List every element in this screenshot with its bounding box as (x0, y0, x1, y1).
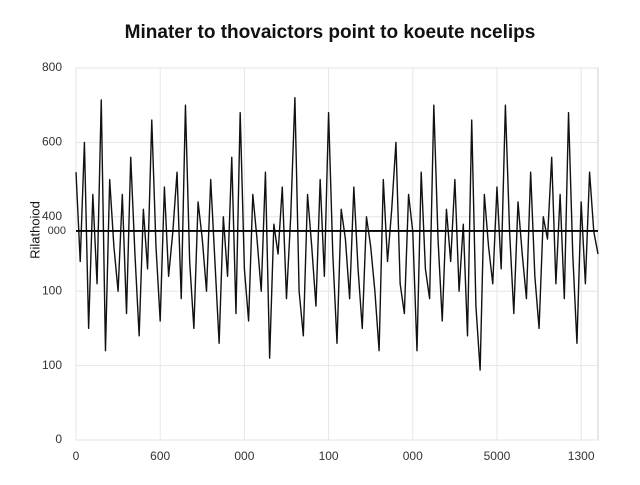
y-tick-label: 800 (42, 60, 62, 74)
x-tick-label: 100 (319, 449, 339, 463)
x-tick-label: 1300 (568, 449, 595, 463)
x-tick-label: 5000 (484, 449, 511, 463)
y-tick-label: 600 (42, 135, 62, 149)
x-tick-label: 600 (150, 449, 170, 463)
chart-title: Minater to thovaictors point to koeute n… (125, 22, 536, 43)
x-tick-label: 000 (234, 449, 254, 463)
y-tick-label: 400 (42, 209, 62, 223)
y-tick-label: 100 (42, 358, 62, 372)
x-tick-label: 0 (73, 449, 80, 463)
reference-label: 000 (48, 225, 66, 237)
y-tick-label: 100 (42, 283, 62, 297)
x-tick-label: 000 (403, 449, 423, 463)
y-axis-label: Rilathoiod (27, 201, 42, 259)
y-tick-label: 0 (55, 432, 62, 446)
